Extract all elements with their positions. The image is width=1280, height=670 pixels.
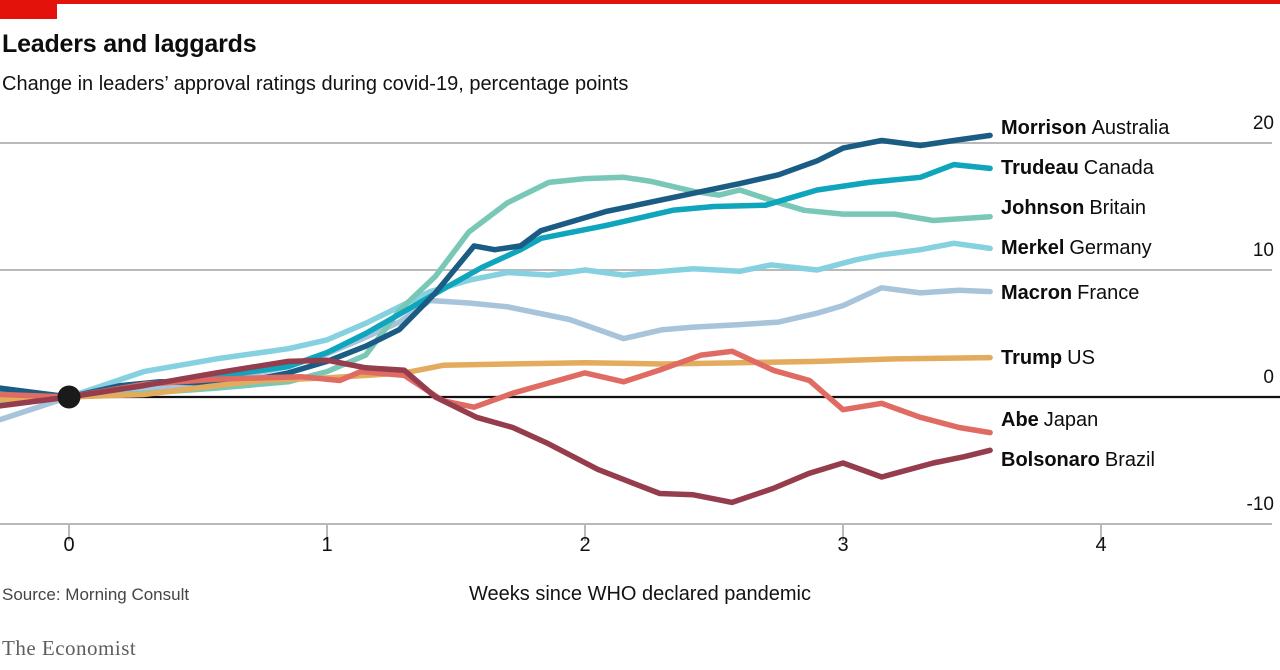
- series-country-name: Britain: [1089, 197, 1147, 220]
- series-country-name: Japan: [1043, 409, 1099, 432]
- source-note: Source: Morning Consult: [2, 585, 190, 604]
- series-leader-name: Abe: [1001, 409, 1039, 432]
- x-axis-label-3: 3: [837, 534, 849, 556]
- series-leader-name: Macron: [1001, 282, 1073, 305]
- x-axis-label-1: 1: [321, 534, 333, 556]
- series-label-johnson: Johnson Britain: [1001, 197, 1146, 220]
- series-label-abe: Abe Japan: [1001, 409, 1098, 432]
- series-leader-name: Merkel: [1001, 236, 1065, 259]
- series-line-trump: [0, 354, 993, 403]
- series-line-morrison: [0, 132, 993, 400]
- y-axis-label-20: 20: [1252, 113, 1274, 134]
- x-axis-label-2: 2: [579, 534, 591, 556]
- series-line-johnson: [0, 174, 993, 404]
- series-label-merkel: Merkel Germany: [1001, 237, 1152, 260]
- top-red-rule: [0, 0, 1280, 4]
- series-label-macron: Macron France: [1001, 282, 1139, 305]
- series-line-trudeau: [0, 161, 993, 400]
- y-axis-label-0: 0: [1263, 367, 1274, 388]
- series-label-bolsonaro: Bolsonaro Brazil: [1001, 449, 1155, 472]
- economist-red-tab: [0, 0, 57, 19]
- series-leader-name: Trudeau: [1001, 156, 1079, 179]
- series-leader-name: Morrison: [1001, 117, 1087, 140]
- series-label-trudeau: Trudeau Canada: [1001, 157, 1154, 180]
- series-country-name: US: [1067, 347, 1095, 370]
- series-leader-name: Johnson: [1001, 197, 1085, 220]
- series-country-name: Germany: [1069, 236, 1152, 259]
- x-axis-label-0: 0: [63, 534, 75, 556]
- series-label-trump: Trump US: [1001, 347, 1095, 370]
- x-axis-title: Weeks since WHO declared pandemic: [469, 583, 811, 605]
- series-country-name: Brazil: [1104, 448, 1155, 471]
- series-line-merkel: [0, 240, 993, 400]
- series-line-bolsonaro: [0, 357, 993, 506]
- series-country-name: Canada: [1083, 156, 1154, 179]
- economist-brand: The Economist: [2, 636, 137, 660]
- y-axis-label-10: 10: [1252, 240, 1274, 261]
- series-leader-name: Trump: [1001, 347, 1063, 370]
- x-axis-label-4: 4: [1095, 534, 1107, 556]
- series-country-name: Australia: [1091, 117, 1170, 140]
- series-label-morrison: Morrison Australia: [1001, 117, 1169, 140]
- series-country-name: France: [1077, 282, 1140, 305]
- chart-subtitle: Change in leaders’ approval ratings duri…: [2, 73, 629, 95]
- origin-dot: [57, 385, 81, 409]
- series-line-abe: [0, 348, 993, 436]
- chart-title: Leaders and laggards: [2, 30, 257, 58]
- series-leader-name: Bolsonaro: [1001, 448, 1100, 471]
- y-axis-label--10: -10: [1246, 494, 1274, 515]
